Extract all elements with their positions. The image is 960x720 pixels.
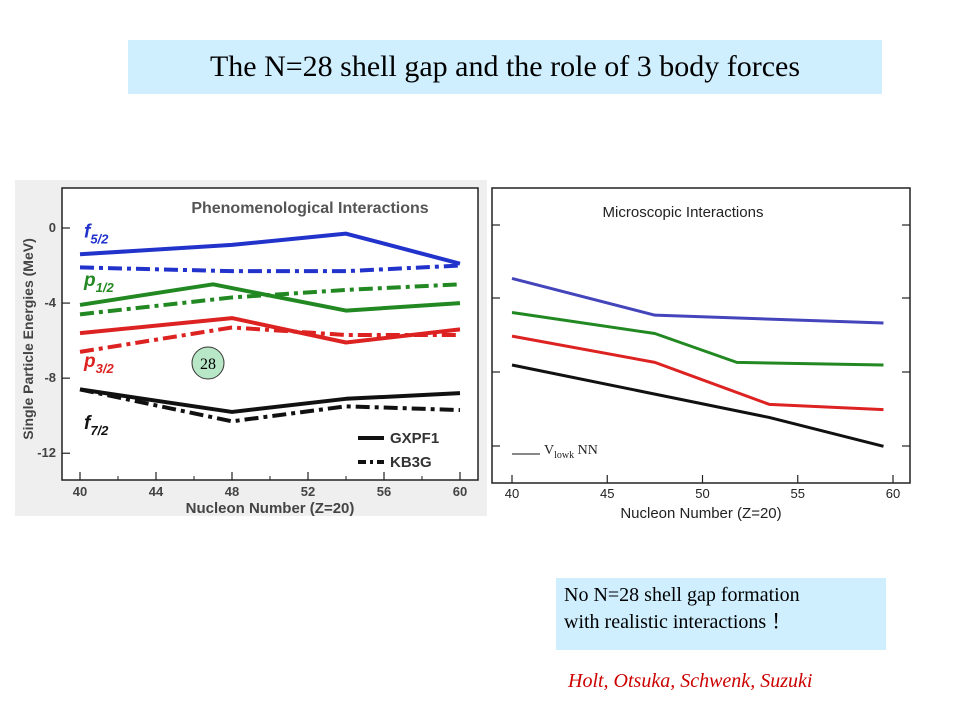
micro-series-line-p12 <box>511 311 884 367</box>
orbital-letter: f <box>84 221 92 242</box>
x-tick-label: 45 <box>600 486 614 501</box>
series-line-p32-solid <box>79 316 461 345</box>
micro-series-line-f72 <box>511 363 884 448</box>
x-tick-label: 44 <box>149 484 164 499</box>
orbital-label-p32: p3/2 <box>83 351 114 376</box>
left-y-axis-label: Single Particle Energies (MeV) <box>20 238 36 440</box>
micro-series-line-p32 <box>511 334 884 412</box>
micro-series-line-f52 <box>511 276 884 325</box>
x-tick-label: 50 <box>695 486 709 501</box>
legend-base: V <box>544 443 554 458</box>
series-line-f52-solid <box>79 231 461 266</box>
y-tick-label: 0 <box>49 220 56 235</box>
shell-gap-badge <box>191 346 225 380</box>
x-tick-label: 52 <box>301 484 315 499</box>
left-x-axis-label: Nucleon Number (Z=20) <box>186 500 355 517</box>
orbital-subscript: 3/2 <box>96 361 115 376</box>
legend-suffix: NN <box>574 443 598 458</box>
note-line-1: No N=28 shell gap formation <box>564 584 800 606</box>
x-tick-label: 48 <box>225 484 239 499</box>
orbital-subscript: 7/2 <box>90 423 109 438</box>
orbital-letter: p <box>83 270 96 291</box>
series-line-p12-dashdot <box>79 282 461 317</box>
shell-gap-badge-label: 28 <box>200 356 216 373</box>
series-line-f52-dashdot <box>79 263 461 274</box>
x-tick-label: 60 <box>886 486 900 501</box>
orbital-label-p12: p1/2 <box>83 270 114 295</box>
right-chart-title: Microscopic Interactions <box>603 204 764 221</box>
y-tick-label: -4 <box>44 295 56 310</box>
right-x-axis-label: Nucleon Number (Z=20) <box>620 505 781 522</box>
y-tick-label: -12 <box>37 445 56 460</box>
orbital-label-f52: f5/2 <box>84 221 109 246</box>
slide-title: The N=28 shell gap and the role of 3 bod… <box>128 40 882 94</box>
series-line-p12-solid <box>79 282 461 313</box>
right-plot-frame <box>491 187 911 484</box>
micro-legend-label: Vlowk NN <box>544 443 598 461</box>
orbital-label-f72: f7/2 <box>84 413 109 438</box>
y-tick-label: -8 <box>44 370 56 385</box>
series-line-p32-dashdot <box>79 325 460 354</box>
x-tick-label: 40 <box>505 486 519 501</box>
x-tick-label: 55 <box>791 486 805 501</box>
left-chart-title: Phenomenological Interactions <box>191 200 428 217</box>
note-line-2: with realistic interactions ！ <box>564 611 792 633</box>
series-line-f72-solid <box>79 387 461 414</box>
x-tick-label: 60 <box>453 484 467 499</box>
x-tick-label: 56 <box>377 484 391 499</box>
authors: Holt, Otsuka, Schwenk, Suzuki <box>568 670 813 692</box>
orbital-letter: f <box>84 413 92 434</box>
legend-label-gxpf1: GXPF1 <box>390 430 439 447</box>
legend-subscript: lowk <box>554 450 574 461</box>
orbital-subscript: 1/2 <box>96 280 115 295</box>
x-tick-label: 40 <box>73 484 87 499</box>
orbital-subscript: 5/2 <box>90 231 109 246</box>
legend-label-kb3g: KB3G <box>390 454 432 471</box>
conclusion-note: No N=28 shell gap formation with realist… <box>556 578 886 650</box>
series-line-f72-dashdot <box>79 387 461 424</box>
orbital-letter: p <box>83 351 96 372</box>
